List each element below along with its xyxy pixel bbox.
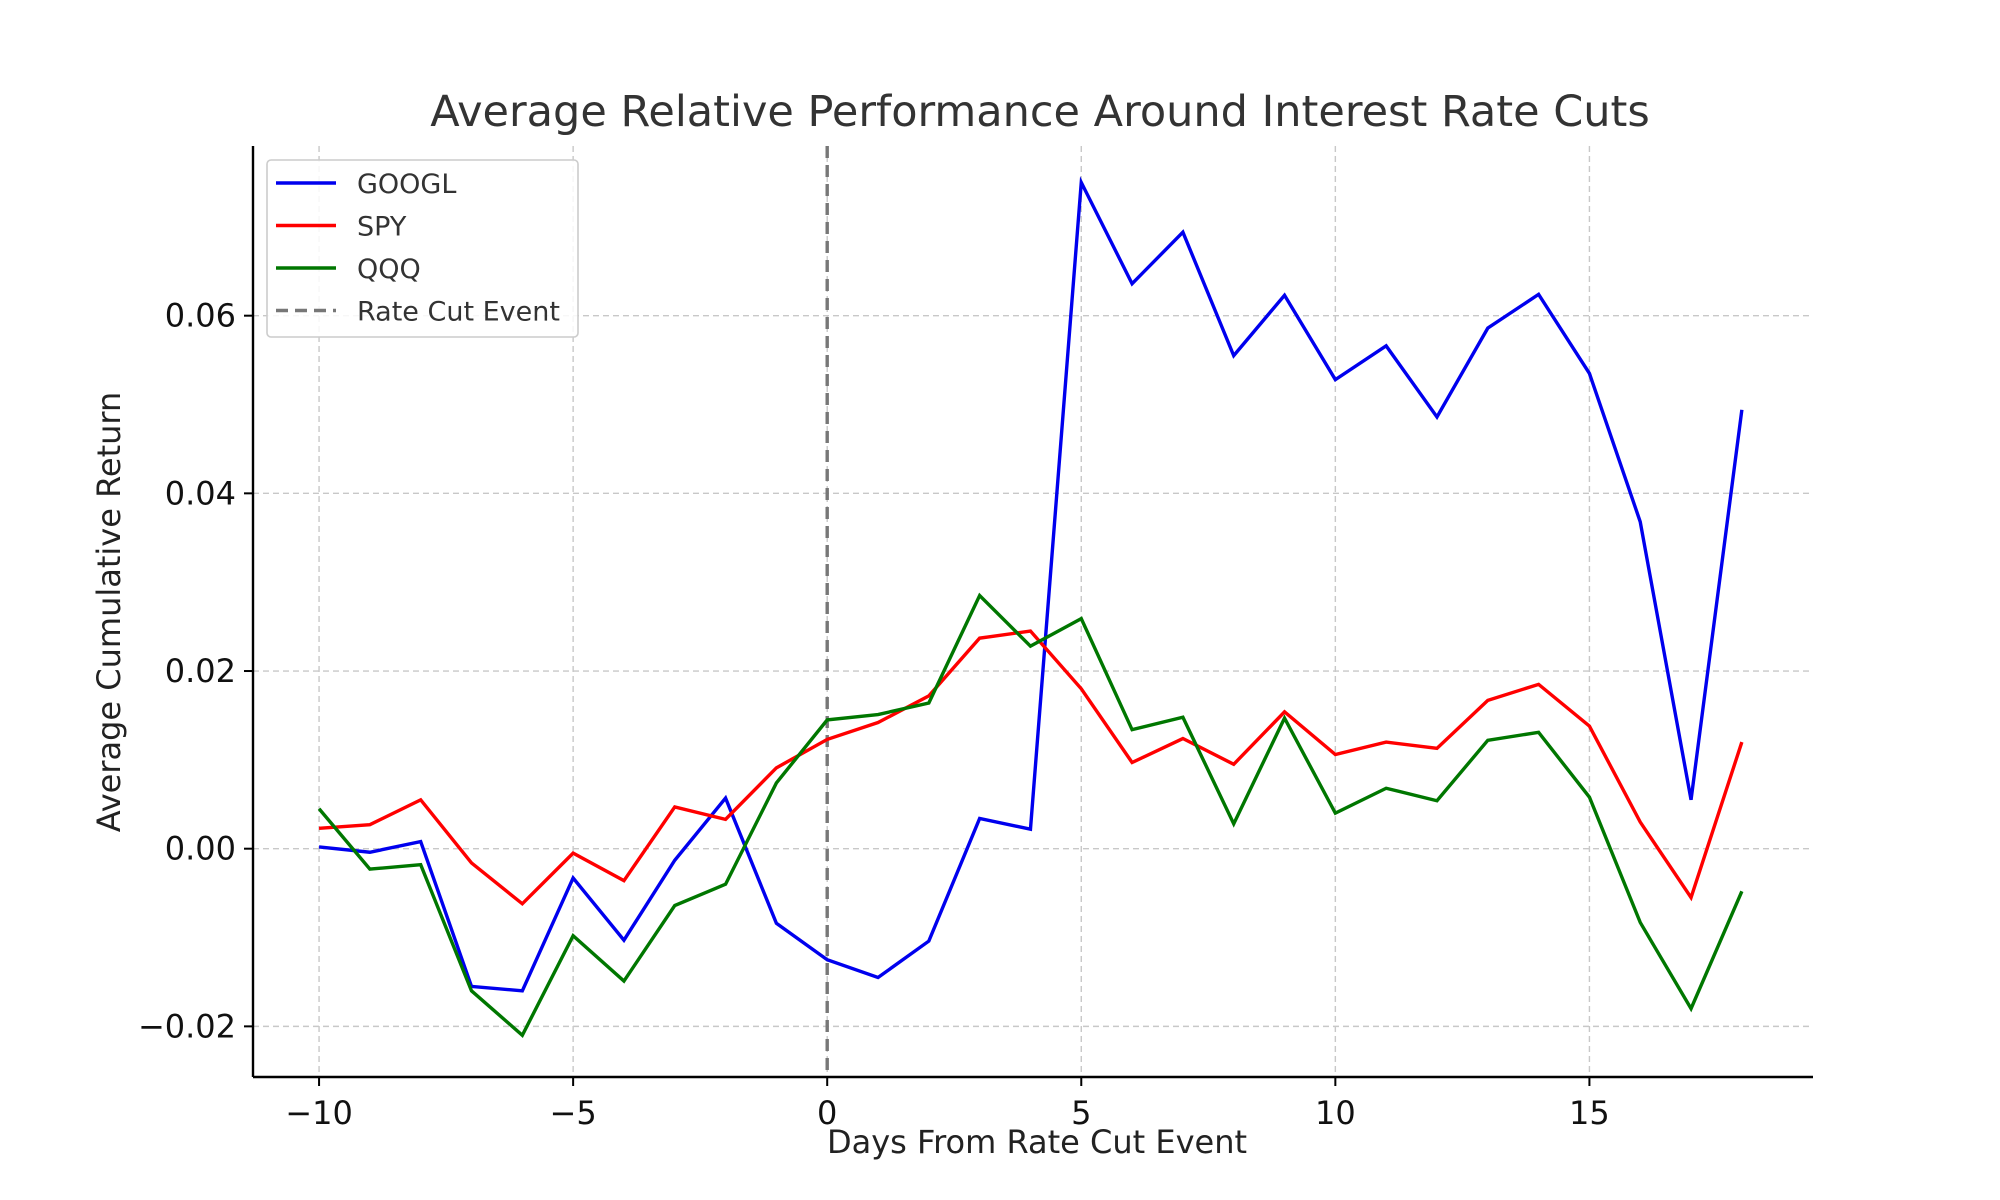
series-qqq [317,592,1744,1038]
legend-box [266,159,579,338]
x-tick-label: −10 [285,1094,353,1132]
axes-layer [251,146,1813,1079]
x-tick-label: −5 [550,1094,597,1132]
y-tick-label: 0.06 [165,297,236,335]
legend-label-spy: SPY [357,212,407,243]
series-spy [318,629,1744,907]
chart-title: Average Relative Performance Around Inte… [430,87,1650,137]
legend-label-qqq: QQQ [357,254,421,285]
x-tick-label: 5 [1071,1094,1091,1132]
series-googl [318,176,1744,993]
y-tick-label: −0.02 [138,1007,236,1045]
legend: GOOGL SPY QQQ Rate Cut Event [266,159,579,338]
x-tick-label: 0 [817,1094,837,1132]
legend-label-rate-cut-event: Rate Cut Event [357,297,560,328]
legend-label-googl: GOOGL [357,169,456,200]
y-tick-label: 0.02 [165,652,236,690]
x-tick-label: 10 [1315,1094,1356,1132]
x-axis-title: Days From Rate Cut Event [827,1123,1247,1161]
y-tick-label: 0.04 [165,474,236,512]
series-layer [317,176,1744,1038]
ticks-layer: −10 −5 0 5 10 15 −0.02 0.00 0.02 0.04 0.06 [138,297,1610,1132]
x-tick-label: 15 [1569,1094,1610,1132]
y-tick-label: 0.00 [165,830,236,868]
series-line-spy [318,629,1744,907]
y-axis-title: Average Cumulative Return [90,392,128,833]
